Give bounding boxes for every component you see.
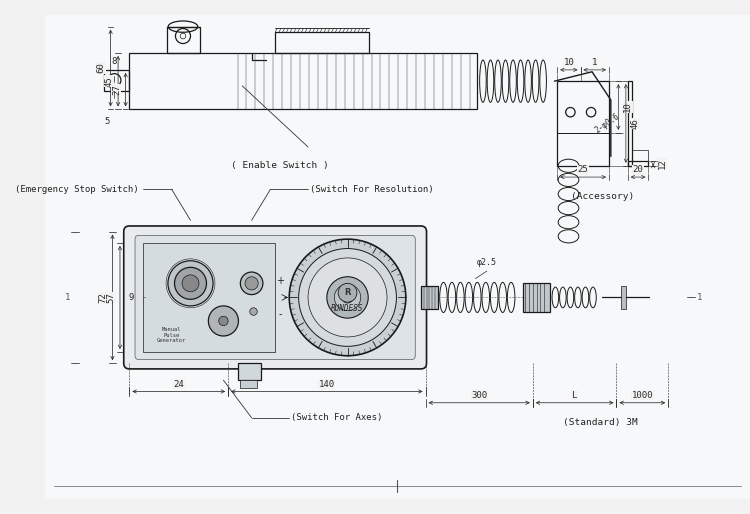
Text: 1000: 1000 bbox=[632, 391, 653, 400]
Text: 20: 20 bbox=[633, 165, 644, 174]
Text: 46: 46 bbox=[631, 118, 640, 129]
Circle shape bbox=[209, 306, 238, 336]
Text: 27: 27 bbox=[112, 84, 121, 95]
FancyBboxPatch shape bbox=[124, 226, 427, 369]
Text: (Standard) 3M: (Standard) 3M bbox=[563, 418, 638, 427]
Text: 2-φ0.6: 2-φ0.6 bbox=[593, 112, 621, 135]
Text: (Accessory): (Accessory) bbox=[571, 192, 634, 201]
Text: 57: 57 bbox=[106, 292, 116, 303]
Text: 25: 25 bbox=[578, 165, 589, 174]
Text: (Switch For Axes): (Switch For Axes) bbox=[291, 413, 382, 423]
Circle shape bbox=[219, 316, 228, 326]
Text: (Switch For Resolution): (Switch For Resolution) bbox=[310, 185, 434, 194]
Text: 1: 1 bbox=[64, 293, 70, 302]
Circle shape bbox=[182, 275, 199, 292]
Circle shape bbox=[168, 261, 213, 306]
Bar bbox=[557, 81, 609, 166]
Bar bbox=[167, 27, 200, 53]
Bar bbox=[143, 243, 274, 352]
Text: 45: 45 bbox=[104, 76, 113, 86]
Bar bbox=[240, 380, 257, 388]
Text: 72: 72 bbox=[99, 292, 108, 303]
Bar bbox=[130, 53, 477, 109]
Text: 140: 140 bbox=[319, 380, 335, 389]
Circle shape bbox=[338, 283, 357, 302]
Text: 5: 5 bbox=[104, 117, 110, 126]
Bar bbox=[628, 161, 649, 166]
Circle shape bbox=[240, 272, 263, 295]
Text: 12: 12 bbox=[658, 158, 667, 169]
Text: 1: 1 bbox=[592, 58, 598, 67]
Text: -: - bbox=[278, 309, 281, 319]
Text: 300: 300 bbox=[471, 391, 488, 400]
Bar bbox=[632, 150, 649, 161]
Circle shape bbox=[308, 258, 387, 337]
Text: (Emergency Stop Switch): (Emergency Stop Switch) bbox=[15, 185, 139, 194]
Text: 10: 10 bbox=[623, 102, 632, 113]
Circle shape bbox=[327, 277, 368, 318]
Bar bbox=[628, 81, 632, 166]
FancyBboxPatch shape bbox=[135, 235, 416, 359]
Text: ( Enable Switch ): ( Enable Switch ) bbox=[231, 161, 328, 170]
Bar bbox=[104, 70, 130, 90]
Text: 60: 60 bbox=[97, 63, 106, 74]
Circle shape bbox=[334, 284, 361, 310]
Circle shape bbox=[298, 249, 397, 346]
Text: 1: 1 bbox=[697, 293, 702, 302]
Bar bbox=[275, 32, 369, 53]
Bar bbox=[238, 363, 261, 380]
Text: φ2.5: φ2.5 bbox=[477, 259, 496, 267]
Circle shape bbox=[342, 292, 353, 303]
Text: 24: 24 bbox=[173, 380, 184, 389]
Text: RUNDESS: RUNDESS bbox=[332, 304, 364, 313]
Text: +: + bbox=[276, 276, 284, 285]
Text: 8: 8 bbox=[112, 57, 117, 66]
Text: L: L bbox=[572, 391, 578, 400]
Circle shape bbox=[245, 277, 258, 290]
Text: R: R bbox=[344, 288, 351, 297]
Bar bbox=[621, 286, 626, 309]
Text: 9: 9 bbox=[129, 293, 134, 302]
Bar bbox=[421, 286, 438, 309]
Circle shape bbox=[175, 267, 206, 299]
Text: 10: 10 bbox=[563, 58, 574, 67]
Circle shape bbox=[250, 308, 257, 315]
Circle shape bbox=[290, 239, 406, 356]
Text: Manual
Pulse
Generator: Manual Pulse Generator bbox=[157, 327, 186, 343]
Bar bbox=[524, 283, 550, 311]
